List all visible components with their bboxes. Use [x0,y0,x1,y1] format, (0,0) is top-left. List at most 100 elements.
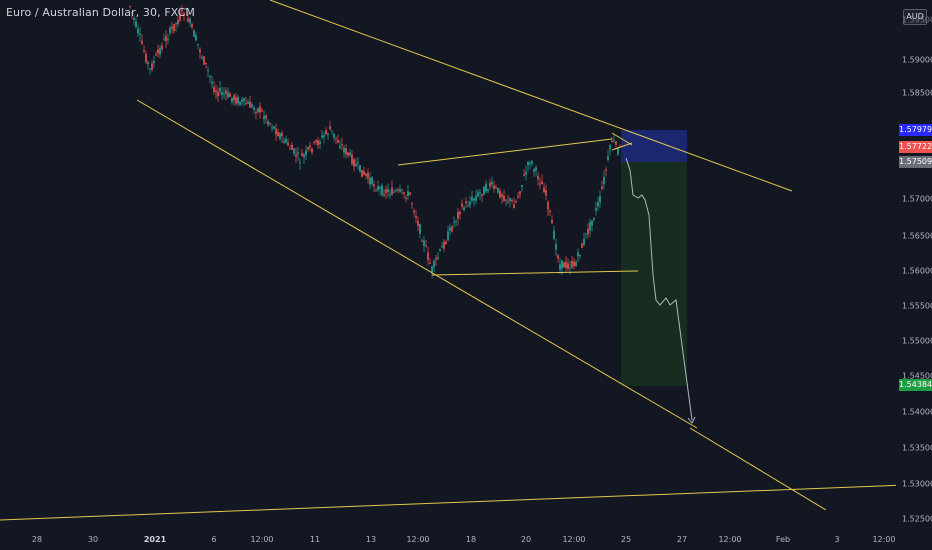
candle-body [411,203,413,205]
candle-body [359,165,361,172]
entry-price-tag: 1.57509 [899,156,932,168]
time-axis-label: 12:00 [872,535,896,544]
candle-body [363,171,365,175]
inner-upper-line [397,138,613,166]
candle-body [617,147,619,155]
price-axis[interactable] [896,0,932,528]
candle-body [303,154,305,158]
candle-body [427,252,429,260]
candle-body [389,194,391,196]
candle-body [529,163,531,165]
candle-body [209,75,211,77]
candle-body [375,189,377,191]
candle-body [457,212,459,219]
candle-body [609,145,611,150]
candle-body [249,101,251,108]
candle-body [615,141,617,146]
candle-body [459,211,461,215]
candle-body [581,243,583,248]
candle-body [275,128,277,135]
candle-body [395,190,397,192]
take-profit-zone [621,162,687,386]
candle-body [465,201,467,203]
candle-body [157,49,159,54]
candle-body [339,146,341,148]
candle-body [515,201,517,203]
candle-body [215,90,217,93]
candle-body [567,263,569,269]
candle-body [221,92,223,95]
candle-body [141,40,143,44]
candle-body [269,123,271,125]
candle-body [463,207,465,211]
candle-body [469,201,471,206]
candle-body [129,6,131,8]
candle-body [429,262,431,264]
candle-body [325,130,327,134]
candle-body [597,202,599,207]
candle-body [317,140,319,146]
candle-body [601,186,603,189]
currency-button[interactable]: AUD [903,9,927,25]
time-axis-label: 6 [211,535,217,544]
time-axis-label: 12:00 [718,535,742,544]
candle-body [559,264,561,270]
candle-body [171,26,173,29]
candle-body [511,199,513,202]
candle-body [521,185,523,188]
stop-loss-zone [621,130,687,162]
price-axis-label: 1.55000 [902,336,932,346]
candle-body [423,240,425,246]
candle-body [263,116,265,120]
candle-body [161,45,163,50]
candle-body [175,22,177,25]
candle-body [403,192,405,195]
candle-body [315,140,317,143]
candle-body [607,156,609,161]
candle-body [555,243,557,250]
time-axis[interactable] [0,528,896,550]
candle-body [557,255,559,259]
candle-body [159,48,161,55]
candle-body [295,154,297,157]
symbol-title: Euro / Australian Dollar, 30, FXCM [6,6,195,19]
candle-body [545,190,547,196]
candle-body [131,12,133,14]
candle-body [425,245,427,247]
candle-body [485,183,487,192]
candle-body [311,148,313,153]
candle-body [467,205,469,207]
candle-body [417,221,419,227]
candle-body [349,152,351,156]
candle-body [493,185,495,189]
candle-body [471,196,473,201]
candle-body [305,150,307,155]
candle-body [287,142,289,146]
candle-body [365,173,367,176]
candle-body [453,221,455,223]
candle-body [409,192,411,195]
candle-body [539,183,541,185]
projection-arrowhead [687,416,696,424]
candle-body [449,227,451,231]
candle-body [599,196,601,203]
candle-body [525,171,527,175]
candle-body [377,185,379,190]
candle-body [501,194,503,197]
lower-channel-extension [689,427,827,511]
candle-body [273,126,275,129]
candle-body [479,192,481,194]
candle-body [173,24,175,32]
candle-body [379,187,381,189]
price-axis-label: 1.54000 [902,407,932,417]
time-axis-label: 27 [676,535,688,544]
candle-body [347,152,349,156]
candle-body [399,189,401,192]
time-axis-label: 11 [309,535,321,544]
candle-body [225,90,227,94]
candle-body [299,162,301,164]
price-axis-label: 1.58500 [902,88,932,98]
candle-body [307,147,309,150]
